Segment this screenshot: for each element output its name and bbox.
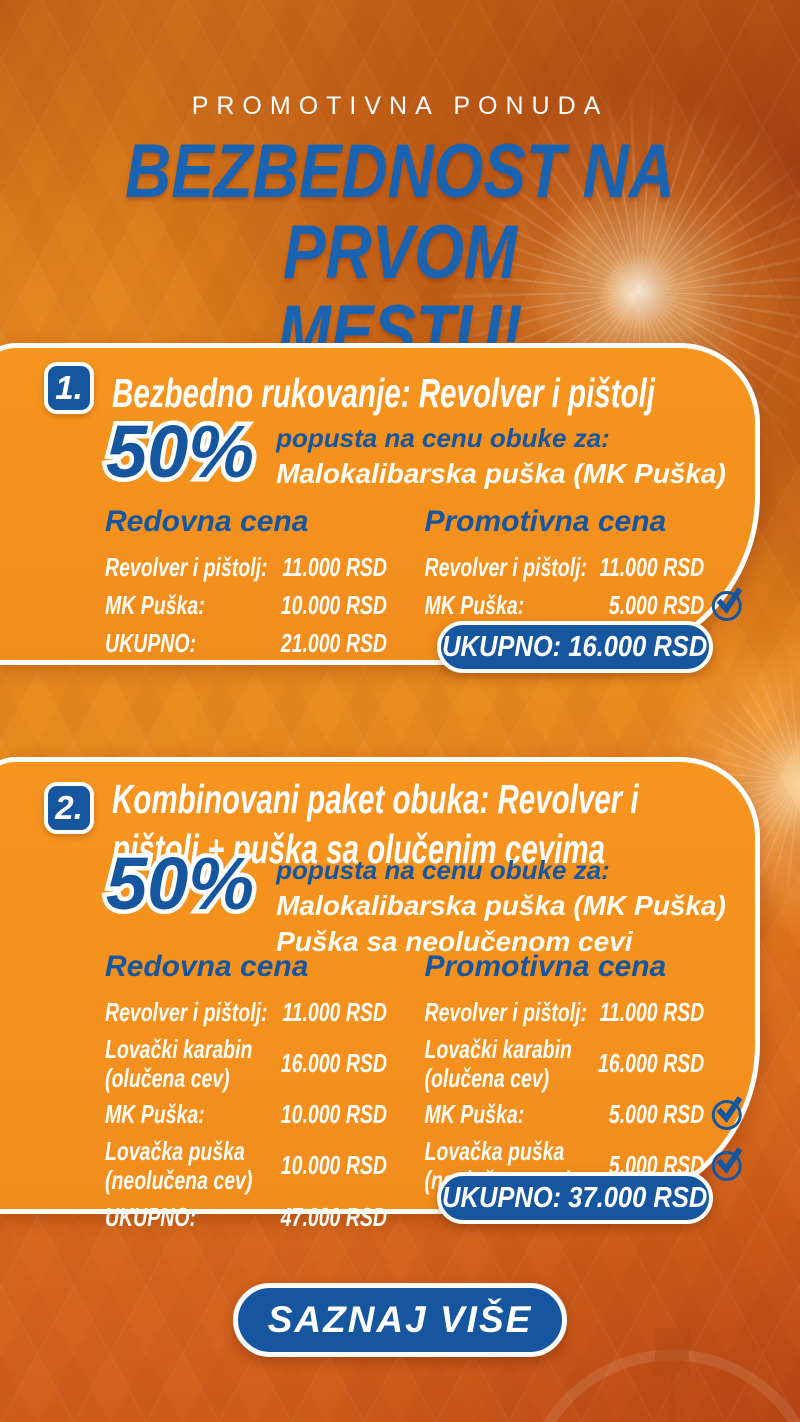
- crosshair-reticle-icon: [543, 1328, 800, 1422]
- offer-2-discount-item: Malokalibarska puška (MK Puška): [276, 890, 726, 921]
- price-row: MK Puška: 5.000 RSD: [425, 1095, 743, 1130]
- offer-2-discount-lead: popusta na cenu obuke za:: [276, 855, 610, 885]
- offer-2-discount-item: Puška sa neolučenom cevi: [276, 926, 633, 957]
- offer-1-discount-percent: 50%: [98, 415, 262, 489]
- price-row: Lovačka puška (neolučena cev) 10.000 RSD: [105, 1136, 387, 1195]
- offer-1-discount-lead: popusta na cenu obuke za:: [276, 423, 610, 453]
- promo-price-heading: Promotivna cena: [424, 505, 667, 538]
- regular-price-heading: Redovna cena: [105, 950, 309, 983]
- offer-card-2: 2. Kombinovani paket obuka: Revolver i p…: [0, 757, 760, 1231]
- offer-1-regular-column: Redovna cena Revolver i pištolj: 11.000 …: [105, 505, 387, 659]
- offer-1-price-table: Redovna cena Revolver i pištolj: 11.000 …: [105, 505, 745, 659]
- offer-1-discount-item: Malokalibarska puška (MK Puška): [276, 458, 726, 489]
- promo-price-heading: Promotivna cena: [424, 950, 667, 983]
- price-row: Revolver i pištolj: 11.000 RSD: [424, 552, 705, 583]
- price-row: Lovački karabin (olučena cev) 16.000 RSD: [424, 1034, 705, 1093]
- page-title-line1: BEZBEDNOST NA PRVOM: [125, 129, 675, 295]
- price-row: Revolver i pištolj: 11.000 RSD: [424, 997, 705, 1028]
- check-icon: [711, 1147, 743, 1181]
- offer-1-discount-block: 50% popusta na cenu obuke za: Malokaliba…: [98, 415, 726, 490]
- offer-1-title: Bezbedno rukovanje: Revolver i pištolj: [112, 370, 655, 416]
- check-icon: [711, 1095, 743, 1130]
- regular-price-heading: Redovna cena: [105, 505, 309, 538]
- promo-kicker: PROMOTIVNA PONUDA: [191, 92, 609, 120]
- price-row-total: UKUPNO: 47.000 RSD: [105, 1201, 387, 1232]
- price-row: Revolver i pištolj: 11.000 RSD: [105, 997, 387, 1028]
- offer-card-1: 1. Bezbedno rukovanje: Revolver i pištol…: [0, 343, 760, 673]
- offer-2-number-badge: 2.: [44, 782, 94, 834]
- cta-button[interactable]: SAZNAJ VIŠE: [233, 1283, 567, 1357]
- price-row: MK Puška: 10.000 RSD: [105, 590, 387, 621]
- offer-2-discount-block: 50% popusta na cenu obuke za: Malokaliba…: [98, 847, 726, 958]
- check-icon: [711, 586, 743, 621]
- price-row-total: UKUPNO: 21.000 RSD: [105, 628, 387, 659]
- offer-2-number: 2.: [55, 789, 83, 826]
- price-row: Revolver i pištolj: 11.000 RSD: [105, 552, 387, 583]
- offer-2-discount-percent: 50%: [98, 847, 262, 921]
- offer-1-number: 1.: [55, 369, 83, 406]
- page-title: BEZBEDNOST NA PRVOM MESTU!: [0, 129, 800, 374]
- offer-1-total-pill: UKUPNO: 16.000 RSD: [437, 621, 713, 673]
- offer-1-number-badge: 1.: [44, 362, 94, 414]
- price-row: MK Puška: 10.000 RSD: [105, 1099, 387, 1130]
- offer-2-total-pill: UKUPNO: 37.000 RSD: [437, 1172, 713, 1224]
- offer-2-regular-column: Redovna cena Revolver i pištolj: 11.000 …: [105, 950, 387, 1232]
- price-row: MK Puška: 5.000 RSD: [425, 586, 743, 621]
- price-row: Lovački karabin (olučena cev) 16.000 RSD: [105, 1034, 387, 1093]
- offer-1-promo-column: Promotivna cena Revolver i pištolj: 11.0…: [424, 505, 743, 659]
